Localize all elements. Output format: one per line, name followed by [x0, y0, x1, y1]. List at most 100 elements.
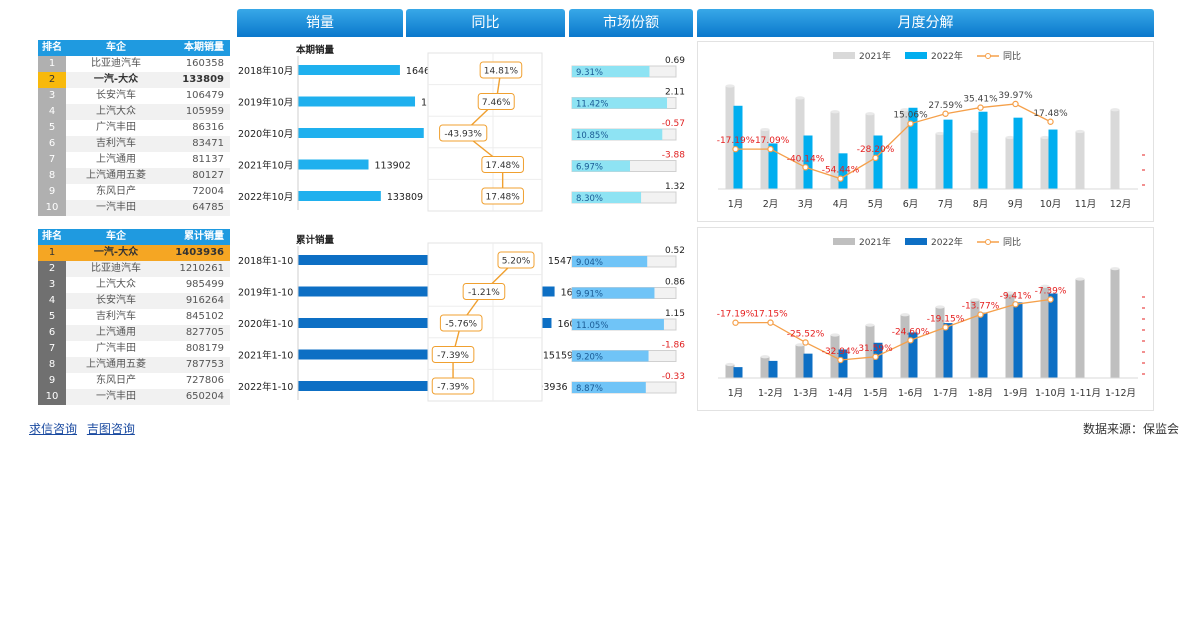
yoy-label-box: [479, 61, 523, 79]
rank-value: 808179: [185, 343, 224, 354]
sales-title: 累计销量: [296, 234, 335, 246]
yoy-label: -7.39%: [437, 351, 469, 361]
share-value-label: 6.97%: [576, 163, 603, 173]
share-value-label: 9.20%: [576, 353, 603, 363]
rank-value: 985499: [185, 279, 224, 290]
bar-2021-cap: [935, 305, 945, 309]
rank-row: 5 广汽丰田 86316: [38, 120, 230, 136]
sales-bar: [298, 96, 416, 107]
rank-company: 一汽丰田: [66, 200, 166, 216]
sales-bar: [298, 159, 369, 170]
x-tick-label: 2月: [763, 199, 779, 210]
rank-number: 10: [38, 200, 66, 216]
yoy-point: [1047, 296, 1054, 303]
rank-number: 3: [38, 88, 66, 104]
sales-category-label: 2020年1-10: [238, 318, 293, 330]
bar-2021-cap: [900, 313, 910, 317]
yoy-data-label: 15.06%: [893, 111, 928, 121]
rank-company: 吉利汽车: [96, 311, 136, 322]
rank-number: 9: [38, 184, 66, 200]
header-share: 市场份额: [569, 9, 693, 37]
rank-number: 4: [38, 104, 66, 120]
yoy-data-label: 39.97%: [998, 91, 1033, 101]
rank-number: 2: [38, 261, 66, 277]
share-change-label: 1.32: [665, 182, 685, 192]
header-monthly: 月度分解: [697, 9, 1154, 37]
rank-number: 5: [38, 309, 66, 325]
x-tick-label: 1-2月: [758, 388, 783, 399]
cumulative-chart: 2021年 2022年 同比 1月 1-2月 1-3月 1-4月 1-5月 1-6月 1-7月 1-…: [717, 236, 1145, 399]
bar-2021: [760, 356, 770, 378]
sales-category-label: 2021年1-10: [238, 350, 293, 362]
bar-2021: [1110, 268, 1120, 378]
yoy-point: [907, 337, 914, 344]
x-tick-label: 8月: [973, 199, 989, 210]
rank-company: 东风日产: [96, 375, 136, 386]
legend-swatch-yoy-marker: [985, 53, 991, 59]
bar-2021: [830, 111, 840, 189]
bar-2021: [1040, 137, 1050, 189]
bar-2021: [795, 97, 805, 189]
rank-row: 10 一汽丰田 64785: [38, 200, 230, 216]
yoy-point: [942, 324, 949, 331]
bar-2022: [733, 367, 743, 378]
yoy-data-label: -13.77%: [962, 302, 1000, 312]
x-tick-label: 1-8月: [968, 388, 993, 399]
yoy-data-label: 31.59%: [858, 344, 893, 354]
sales-value-label: 164660: [406, 66, 442, 77]
yoy-label-box: [462, 283, 506, 300]
yoy-label: 17.48%: [486, 161, 521, 171]
bar-2021: [830, 334, 840, 378]
rank-number: 4: [38, 293, 66, 309]
bar-2022: [873, 342, 883, 378]
legend-swatch-2022: [905, 238, 927, 245]
rank-value: 727806: [185, 375, 224, 386]
yoy-point: [732, 319, 739, 326]
yoy-data-label: -28.20%: [857, 145, 895, 155]
monthly-chart: 2021年 2022年 同比 1月 2月 3月 4月 5月 6月 7月 8月 9月 10月 11月 12月 -…: [717, 50, 1145, 210]
legend-label: 2021年: [859, 236, 891, 248]
yoy-data-label: 17.48%: [1033, 109, 1068, 119]
rank-value: 845102: [185, 311, 224, 322]
yoy-point: [977, 104, 984, 111]
rank-value: 83471: [166, 136, 230, 152]
bar-2021-cap: [830, 333, 840, 337]
rank-number: 1: [38, 245, 66, 261]
rank-number: 3: [38, 277, 66, 293]
yoy-point: [942, 110, 949, 117]
link-qiuxin[interactable]: 求信咨询: [29, 422, 78, 436]
share-change-label: 0.69: [665, 56, 685, 66]
share-value-label: 10.85%: [576, 131, 608, 141]
x-tick-label: 12月: [1110, 199, 1132, 210]
yoy-label-box: [431, 377, 475, 395]
sales-value-label: 133809: [387, 192, 423, 203]
x-tick-label: 1-6月: [898, 388, 923, 399]
sales-category-label: 2018年1-10: [238, 255, 293, 267]
bar-2021-cap: [830, 110, 840, 114]
bar-2021: [970, 299, 980, 378]
yoy-point: [732, 145, 739, 153]
rank-row: 4 上汽大众 105959: [38, 104, 230, 120]
link-jitu[interactable]: 吉图咨询: [86, 422, 135, 436]
rank-row: 2 比亚迪汽车 1210261: [38, 261, 230, 277]
bar-2022: [803, 353, 813, 378]
rank-header-cell: 排名: [38, 229, 66, 245]
yoy-data-label: -19.15%: [927, 314, 965, 324]
share-bar: [572, 97, 668, 109]
rank-row: 3 上汽大众 985499: [38, 277, 230, 293]
yoy-label-box: [477, 93, 515, 110]
bar-2022: [803, 135, 813, 189]
sales-category-label: 2019年1-10: [238, 287, 293, 299]
rank-company: 上汽通用: [66, 325, 166, 341]
rank-company: 东风日产: [96, 186, 136, 197]
sales-value-label: 1403936: [525, 382, 567, 393]
rank-header-cell: 本期销量: [184, 42, 224, 53]
yoy-point: [802, 339, 809, 346]
rank-header-cell: 累计销量: [184, 231, 224, 242]
yoy-data-label: -40.14%: [787, 154, 825, 164]
data-source: 数据来源：保监会: [1082, 422, 1179, 436]
bar-2021: [1075, 131, 1085, 189]
rank-number: 9: [38, 373, 66, 389]
rank-value: 787753: [166, 357, 230, 373]
x-tick-label: 1-11月: [1070, 388, 1101, 399]
